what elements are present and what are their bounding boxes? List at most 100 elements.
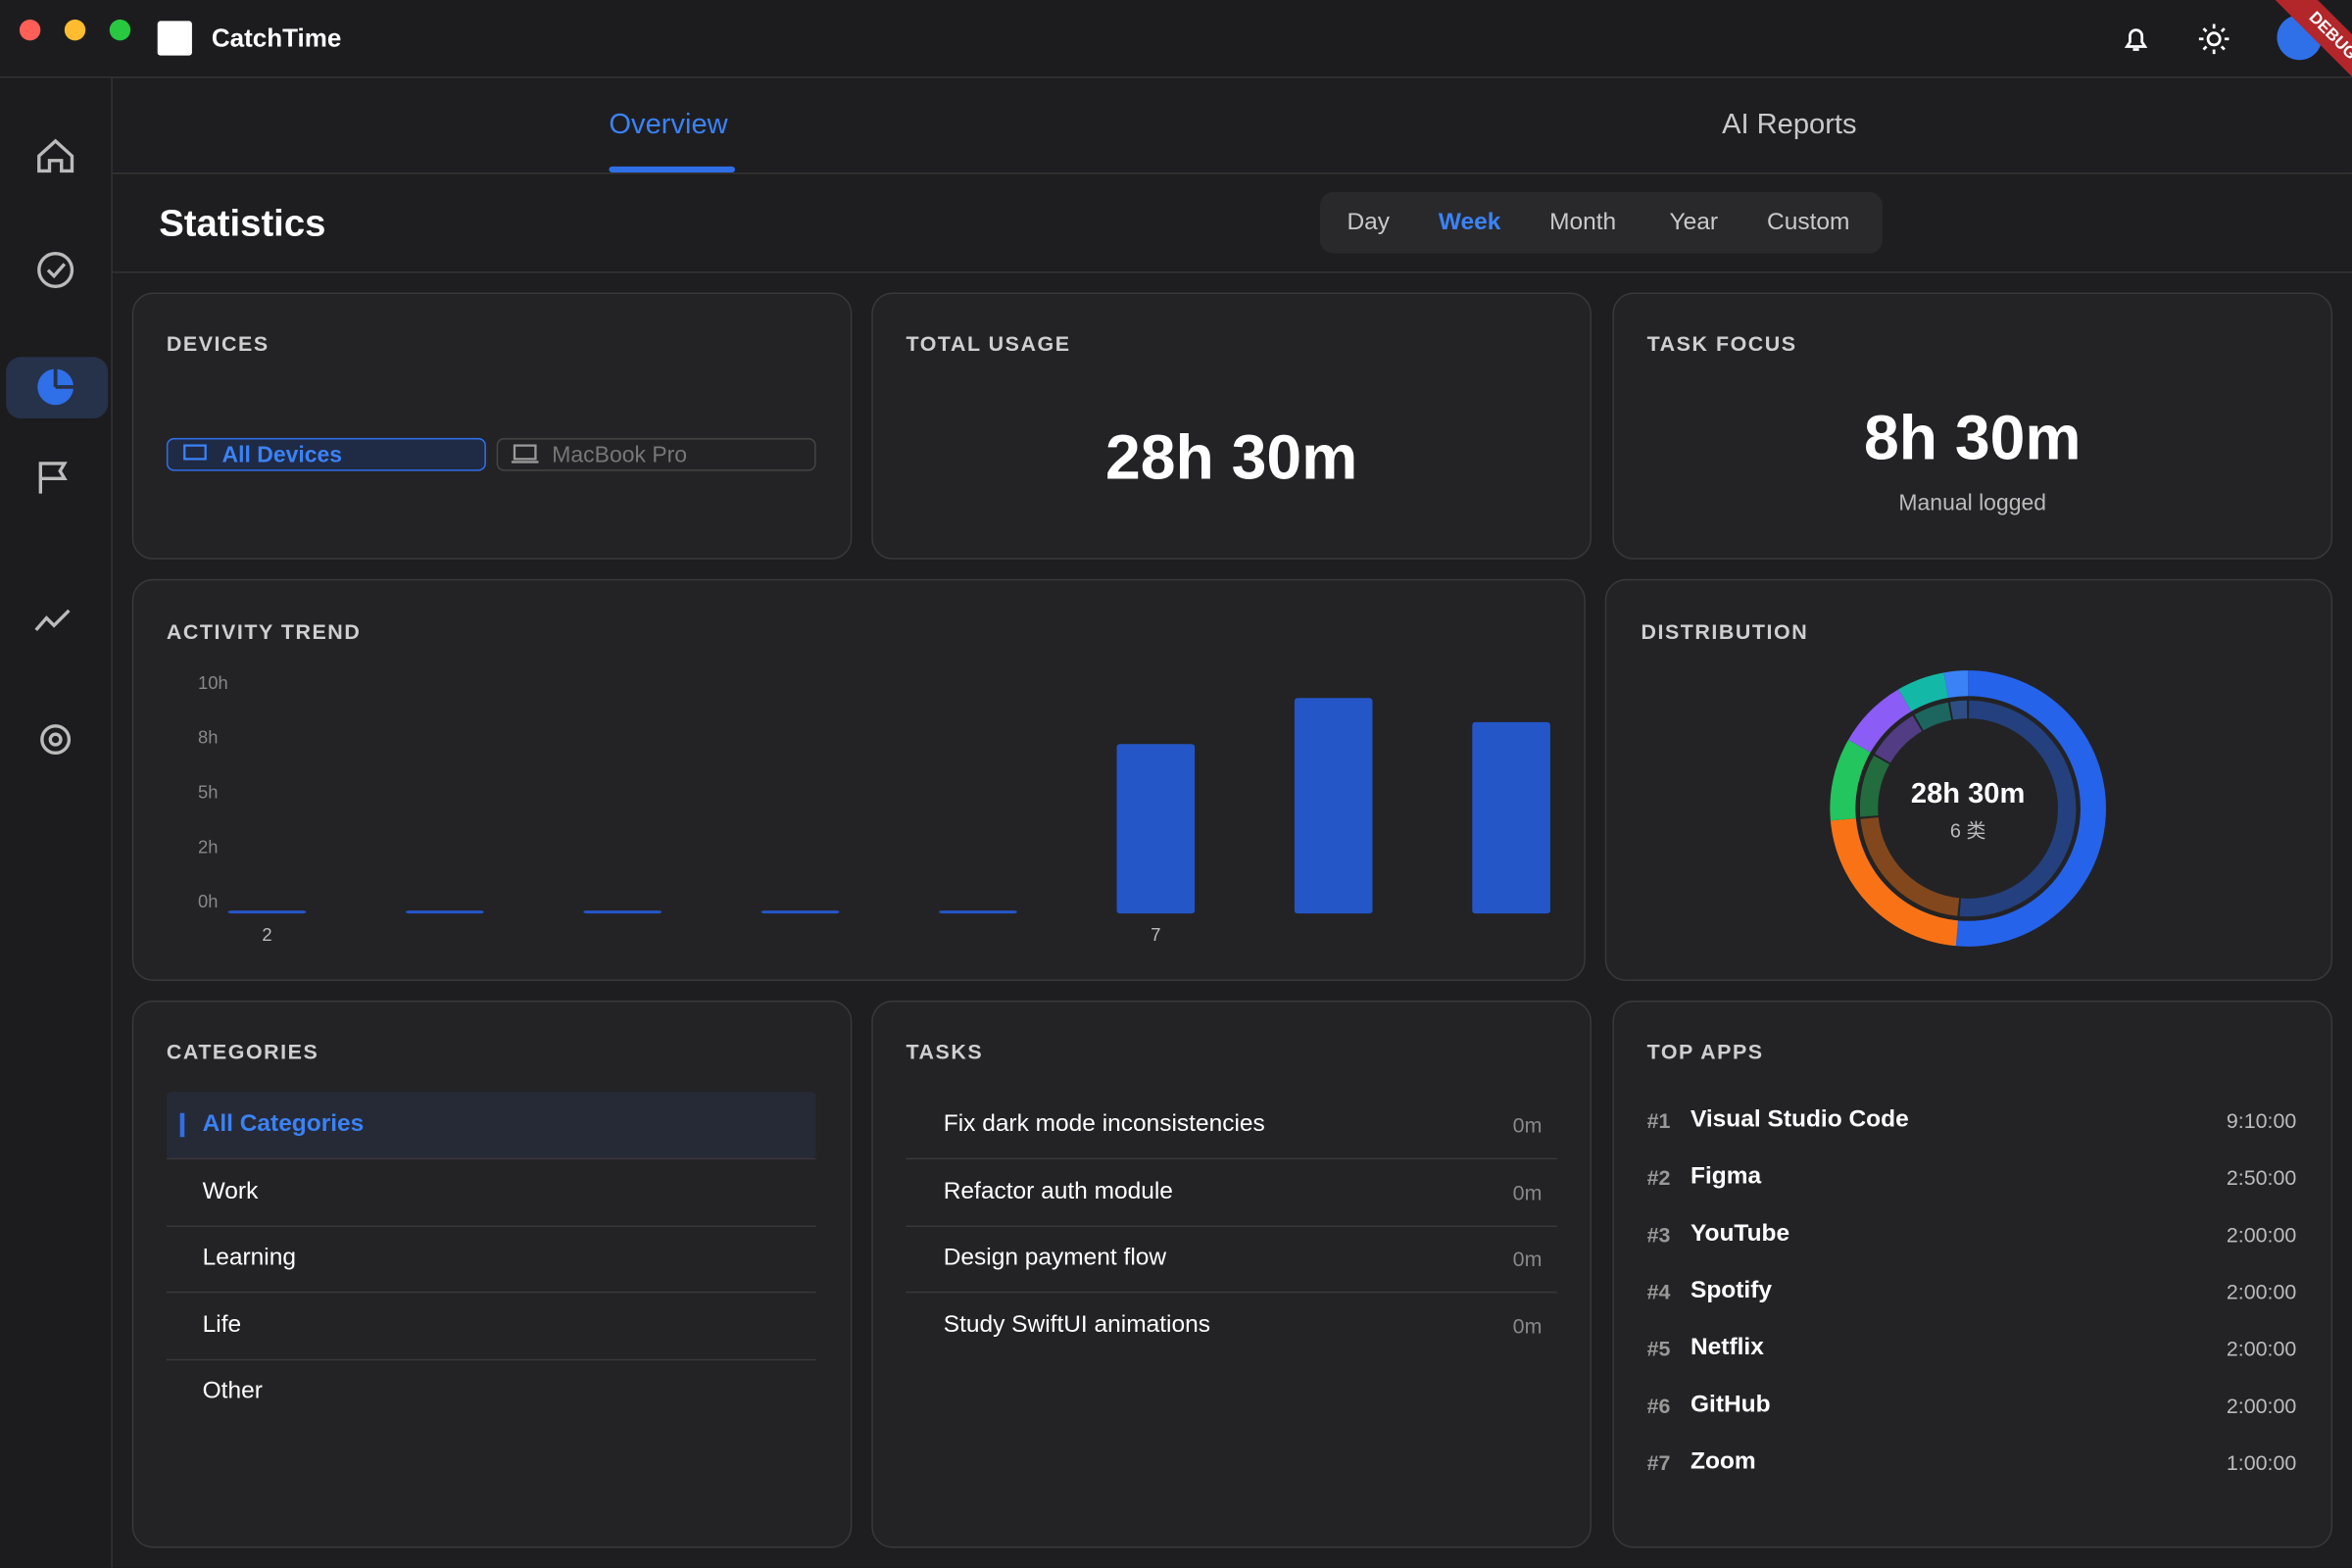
device-label[interactable]: MacBook Pro: [552, 442, 688, 468]
categories-card: [131, 1000, 853, 1548]
tasks-icon[interactable]: [37, 251, 74, 289]
divider: [906, 1291, 1557, 1294]
donut-segment: [1955, 670, 2106, 947]
category-item[interactable]: Life: [202, 1311, 242, 1338]
settings-icon[interactable]: [40, 724, 72, 756]
card-title: DEVICES: [166, 331, 270, 356]
app-time: 2:00:00: [2226, 1336, 2297, 1361]
tab[interactable]: AI Reports: [1722, 109, 1857, 141]
app-rank: #5: [1646, 1336, 1671, 1361]
donut-inner-segment: [1875, 715, 1923, 763]
device-chip[interactable]: [166, 437, 486, 471]
divider: [166, 1291, 816, 1294]
bar: [227, 910, 307, 914]
distribution-card: [1604, 578, 2333, 982]
task-name[interactable]: Refactor auth module: [943, 1178, 1173, 1204]
total-usage-card: [871, 292, 1592, 560]
app-rank: #1: [1646, 1108, 1671, 1133]
task-name[interactable]: Design payment flow: [943, 1245, 1167, 1271]
top-apps-card: [1612, 1000, 2333, 1548]
app-name[interactable]: Figma: [1690, 1163, 1762, 1190]
y-tick-label: 10h: [198, 672, 228, 693]
app-rank: #6: [1646, 1393, 1671, 1418]
app-rank: #4: [1646, 1279, 1671, 1304]
divider: [166, 1224, 816, 1227]
page-title: Statistics: [159, 202, 326, 245]
sidebar-icons: [34, 138, 74, 756]
app-time: 2:50:00: [2226, 1165, 2297, 1190]
notification-icon[interactable]: [2118, 21, 2154, 57]
app-time: 2:00:00: [2226, 1393, 2297, 1418]
title-bar: [0, 0, 2352, 78]
range-option[interactable]: Custom: [1767, 210, 1850, 236]
device-label[interactable]: All Devices: [221, 442, 343, 468]
app-name[interactable]: YouTube: [1690, 1220, 1790, 1247]
app-time: 2:00:00: [2226, 1222, 2297, 1247]
close-button[interactable]: [19, 19, 41, 41]
card-title: CATEGORIES: [166, 1039, 319, 1064]
card-title: TOP APPS: [1646, 1039, 1764, 1064]
device-chip[interactable]: [496, 437, 816, 471]
home-icon[interactable]: [37, 138, 74, 173]
divider: [112, 271, 2352, 273]
task-name[interactable]: Fix dark mode inconsistencies: [943, 1111, 1265, 1138]
donut-inner-segment: [1959, 700, 2077, 917]
bar: [1116, 744, 1196, 914]
donut-segment: [1830, 817, 1959, 947]
tab[interactable]: Overview: [609, 109, 728, 141]
app-name[interactable]: Spotify: [1690, 1278, 1772, 1304]
range-option[interactable]: Week: [1438, 210, 1501, 236]
trend-icon[interactable]: [34, 609, 71, 631]
donut-inner-segment: [1860, 816, 1960, 916]
category-item[interactable]: Learning: [202, 1245, 296, 1271]
flag-icon[interactable]: [38, 462, 68, 494]
x-tick-label: 2: [262, 924, 271, 945]
bar: [760, 910, 840, 914]
zoom-button[interactable]: [109, 19, 131, 41]
task-time: 0m: [1512, 1246, 1543, 1271]
donut-inner-segment: [1914, 702, 1952, 731]
minimize-button[interactable]: [64, 19, 86, 41]
tasks-card: [871, 1000, 1592, 1548]
category-marker: [179, 1112, 185, 1138]
app-rank: #2: [1646, 1165, 1671, 1190]
bar: [939, 910, 1017, 914]
card-title: DISTRIBUTION: [1641, 619, 1809, 644]
range-option[interactable]: Month: [1549, 210, 1617, 236]
theme-icon[interactable]: [2196, 21, 2232, 57]
range-option[interactable]: Year: [1669, 210, 1719, 236]
category-highlight: [166, 1092, 816, 1158]
app-icon: [157, 21, 192, 56]
category-item[interactable]: All Categories: [202, 1111, 365, 1138]
bar: [1472, 721, 1550, 914]
card-title: ACTIVITY TREND: [166, 619, 362, 644]
task-name[interactable]: Study SwiftUI animations: [943, 1311, 1210, 1338]
app-name[interactable]: GitHub: [1690, 1392, 1771, 1418]
category-item[interactable]: Work: [202, 1178, 259, 1204]
app-name[interactable]: Visual Studio Code: [1690, 1106, 1909, 1133]
task-time: 0m: [1512, 1179, 1543, 1204]
divider: [112, 172, 2352, 174]
tab-indicator: [609, 166, 735, 173]
divider: [166, 1157, 816, 1160]
bar: [406, 910, 484, 914]
category-item[interactable]: Other: [202, 1378, 263, 1404]
app-title: CatchTime: [211, 24, 342, 53]
device-icons: [183, 444, 539, 464]
app-rank: #7: [1646, 1450, 1671, 1475]
donut-segment: [1898, 672, 1949, 712]
task-time: 0m: [1512, 1313, 1543, 1338]
y-tick-label: 5h: [198, 782, 218, 803]
donut-segment: [1848, 689, 1912, 754]
range-option[interactable]: Day: [1347, 210, 1391, 236]
app-name[interactable]: Netflix: [1690, 1335, 1764, 1361]
app-name[interactable]: Zoom: [1690, 1448, 1756, 1475]
x-tick-label: 7: [1151, 924, 1160, 945]
card-title: TASK FOCUS: [1646, 331, 1797, 356]
task-time: 0m: [1512, 1112, 1543, 1138]
bar: [583, 910, 662, 914]
total-usage-value: 28h 30m: [1104, 421, 1358, 493]
